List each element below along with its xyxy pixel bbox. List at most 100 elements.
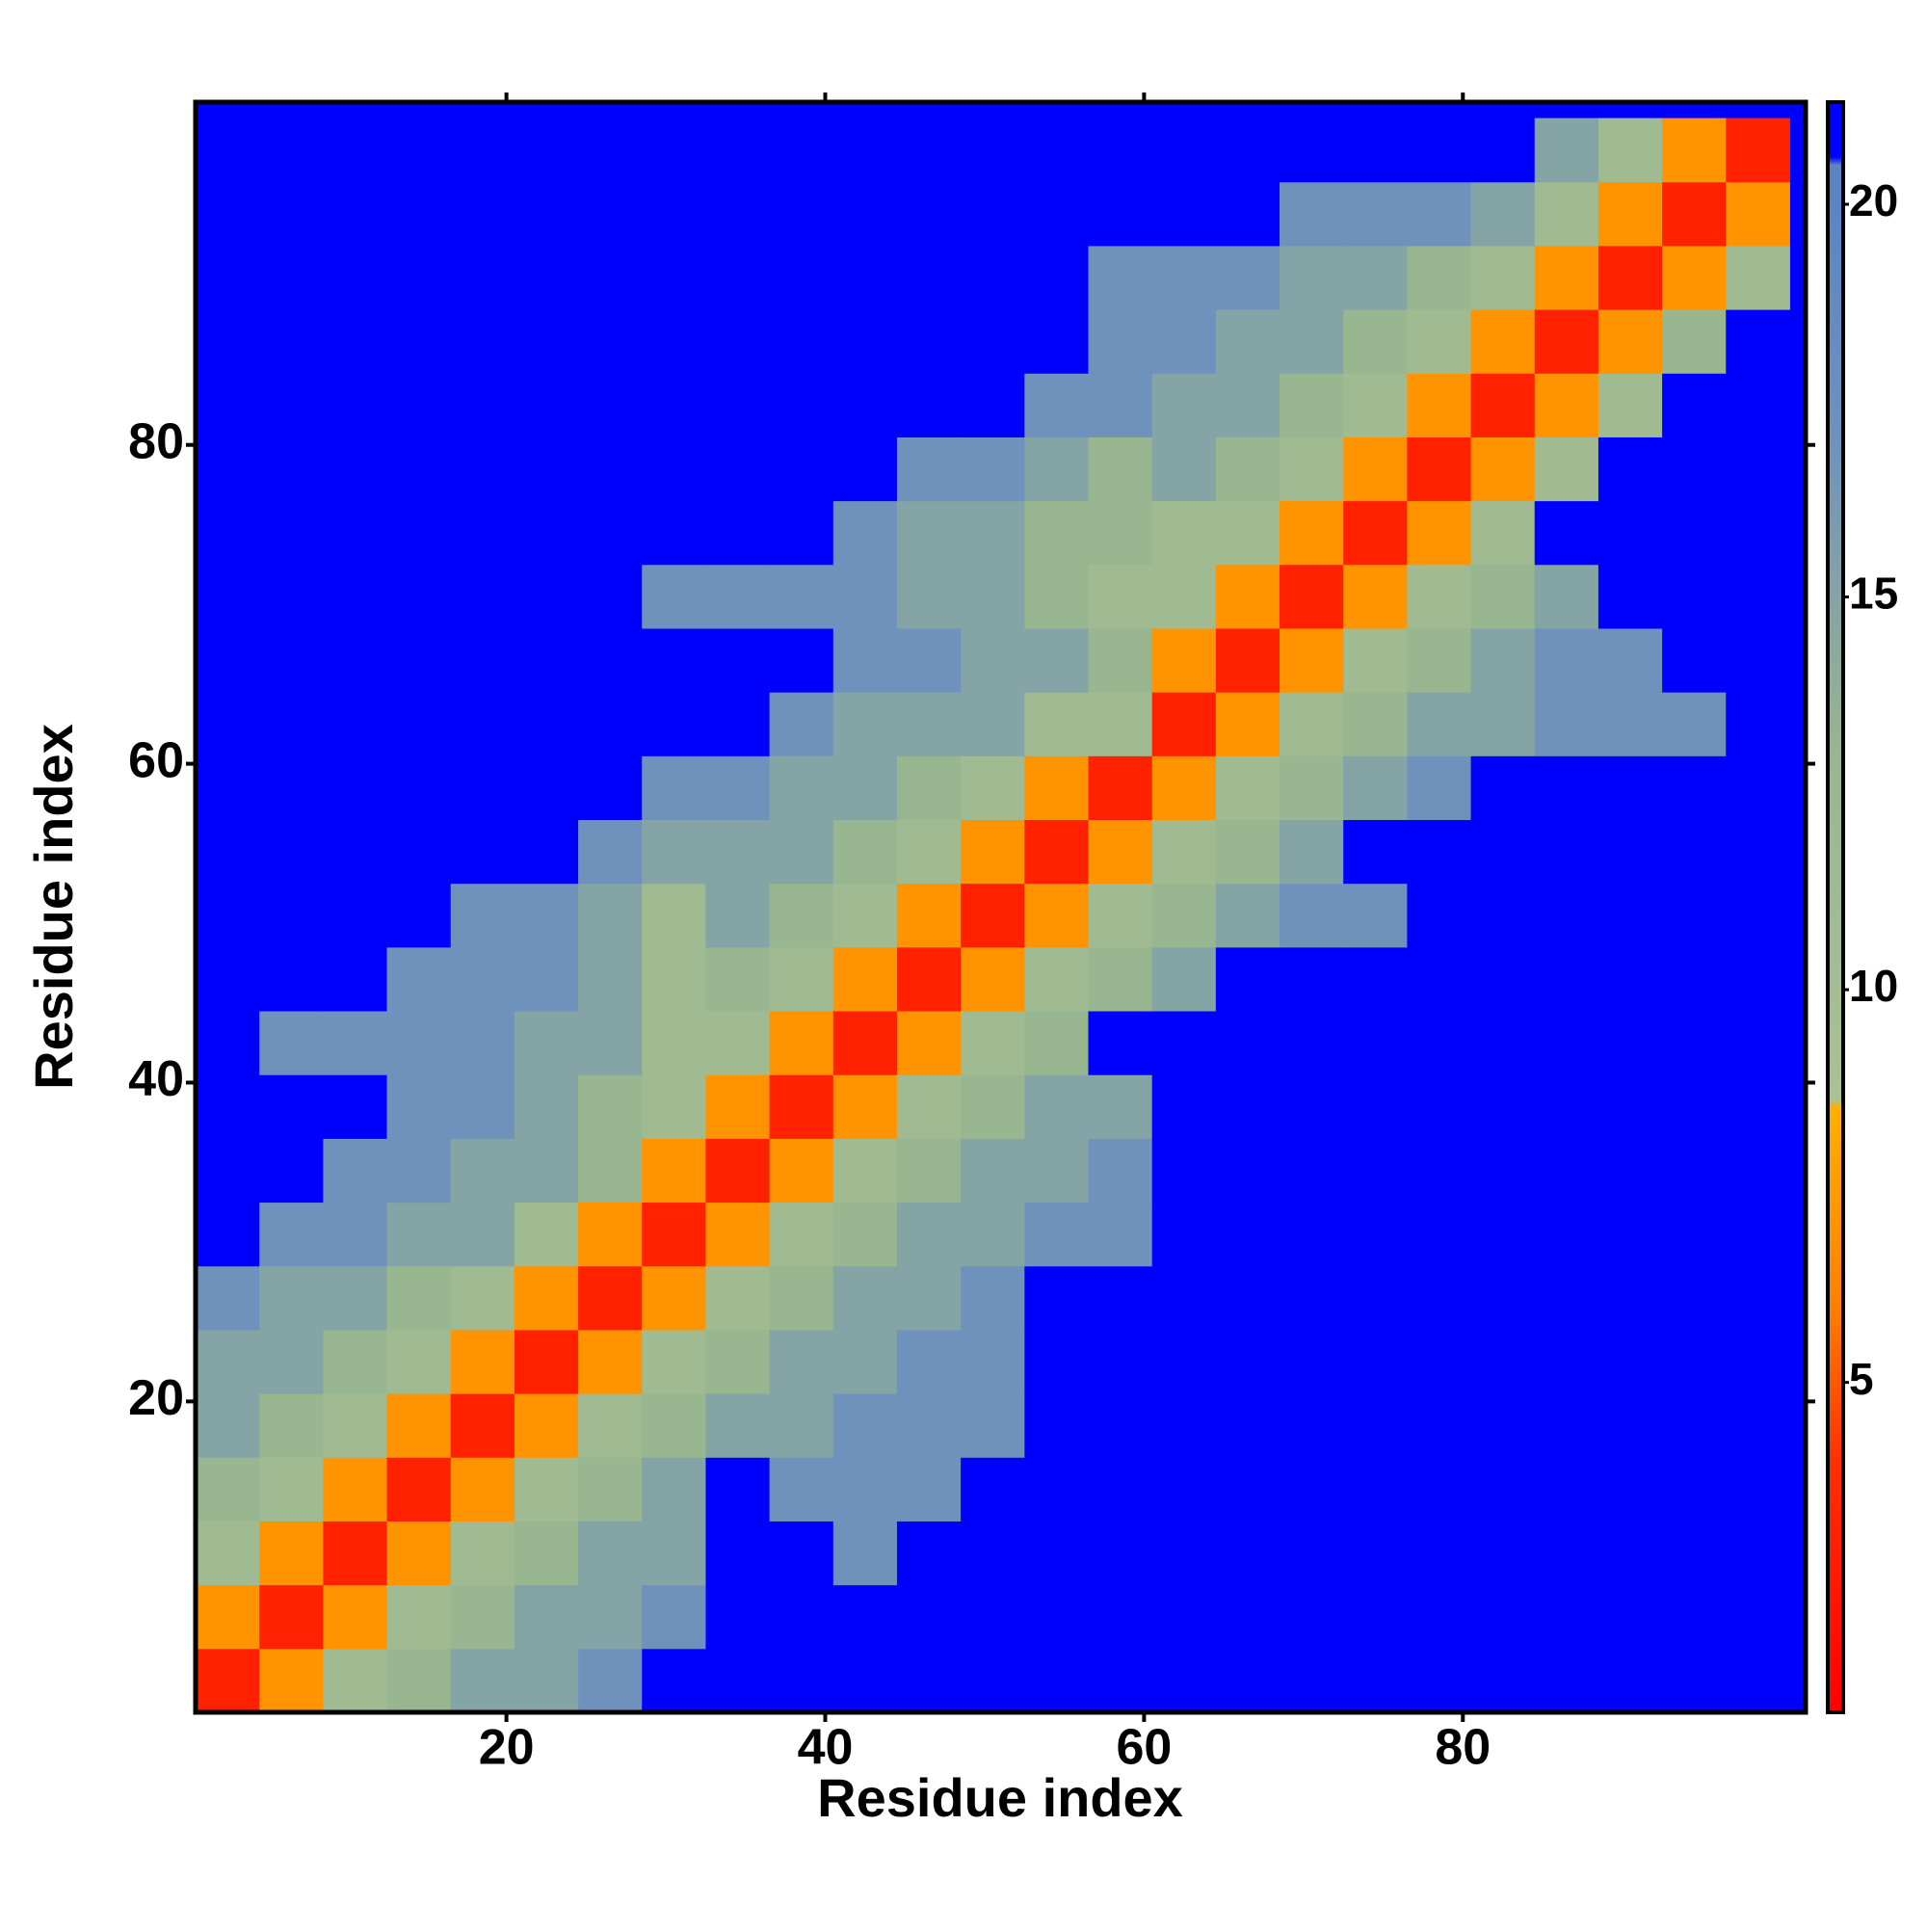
heatmap-cell	[896, 1457, 962, 1522]
heatmap-cell	[1215, 1138, 1280, 1204]
heatmap-cell	[1088, 1138, 1153, 1204]
heatmap-cell	[386, 1138, 452, 1204]
heatmap-cell	[1280, 373, 1344, 437]
heatmap-cell	[1662, 437, 1727, 502]
heatmap-cell	[259, 755, 324, 821]
heatmap-cell	[642, 1648, 706, 1713]
heatmap-cell	[1215, 309, 1280, 374]
heatmap-cell	[769, 1074, 834, 1139]
heatmap-cell	[1407, 1011, 1472, 1075]
heatmap-cell	[1470, 1265, 1536, 1331]
colorbar-tick-label: 10	[1849, 961, 1898, 1011]
heatmap-cell	[1024, 755, 1089, 821]
heatmap-cell	[1343, 1202, 1408, 1267]
heatmap-cell	[769, 309, 834, 374]
heatmap-cell	[1662, 1521, 1727, 1586]
heatmap-cell	[642, 1393, 706, 1458]
heatmap-cell	[386, 755, 452, 821]
heatmap-cell	[1215, 500, 1280, 566]
heatmap-cell	[896, 1393, 962, 1458]
heatmap-cell	[323, 755, 388, 821]
heatmap-cell	[1024, 1393, 1089, 1458]
heatmap-cell	[1407, 946, 1472, 1012]
heatmap-cell	[896, 1074, 962, 1139]
heatmap-cell	[1534, 373, 1599, 437]
heatmap-cell	[259, 1457, 324, 1522]
heatmap-cell	[323, 946, 388, 1012]
heatmap-cell	[1470, 500, 1536, 566]
heatmap-cell	[769, 946, 834, 1012]
heatmap-cell	[642, 500, 706, 566]
heatmap-cell	[514, 373, 579, 437]
heatmap-cell	[386, 245, 452, 310]
heatmap-cell	[1215, 245, 1280, 310]
heatmap-cell	[1726, 181, 1790, 247]
heatmap-cell	[323, 500, 388, 566]
heatmap-cell	[642, 627, 706, 693]
heatmap-cell	[1343, 181, 1408, 247]
heatmap-cell	[259, 883, 324, 948]
heatmap-cell	[1470, 1074, 1536, 1139]
heatmap-cell	[1088, 118, 1153, 183]
heatmap-cell	[1407, 437, 1472, 502]
heatmap-cell	[1534, 1584, 1599, 1650]
heatmap-cell	[578, 946, 643, 1012]
plot-frame	[193, 99, 1808, 1715]
heatmap-cell	[1024, 1584, 1089, 1650]
heatmap-cell	[1088, 1329, 1153, 1394]
heatmap-cell	[1470, 1393, 1536, 1458]
heatmap-cell	[1024, 1521, 1089, 1586]
heatmap-cell	[1024, 946, 1089, 1012]
heatmap-cell	[1151, 564, 1217, 629]
heatmap-cell	[196, 1202, 260, 1267]
heatmap-cell	[1597, 1011, 1663, 1075]
heatmap-cell	[1215, 692, 1280, 756]
heatmap-cell	[578, 1584, 643, 1650]
heatmap-cell	[1024, 500, 1089, 566]
heatmap-cell	[323, 627, 388, 693]
heatmap-cell	[642, 309, 706, 374]
heatmap-cell	[1088, 755, 1153, 821]
heatmap-cell	[1726, 437, 1790, 502]
heatmap-cell	[705, 1521, 771, 1586]
heatmap-cell	[961, 1457, 1025, 1522]
heatmap-cell	[961, 1011, 1025, 1075]
heatmap-cell	[1726, 1393, 1790, 1458]
heatmap-cell	[386, 437, 452, 502]
heatmap-cell	[1215, 1648, 1280, 1713]
heatmap-cell	[961, 1202, 1025, 1267]
heatmap-cell	[386, 883, 452, 948]
heatmap-cell	[769, 373, 834, 437]
heatmap-cell	[1024, 1457, 1089, 1522]
heatmap-cell	[514, 1648, 579, 1713]
heatmap-cell	[769, 1457, 834, 1522]
heatmap-cell	[1024, 627, 1089, 693]
heatmap-cell	[1597, 437, 1663, 502]
heatmap-cell	[769, 1202, 834, 1267]
heatmap-cell	[259, 1202, 324, 1267]
heatmap-cell	[578, 1011, 643, 1075]
heatmap-cell	[705, 1329, 771, 1394]
heatmap-cell	[1088, 181, 1153, 247]
heatmap-cell	[450, 118, 515, 183]
heatmap-cell	[961, 819, 1025, 885]
heatmap-cell	[1726, 1011, 1790, 1075]
heatmap-cell	[1726, 564, 1790, 629]
heatmap-cell	[961, 309, 1025, 374]
heatmap-cell	[1024, 1648, 1089, 1713]
heatmap-cell	[1215, 1202, 1280, 1267]
heatmap-cell	[961, 1584, 1025, 1650]
heatmap-cell	[1215, 373, 1280, 437]
heatmap-cell	[1151, 883, 1217, 948]
heatmap-cell	[1024, 373, 1089, 437]
heatmap-cell	[1088, 819, 1153, 885]
heatmap-cell	[1470, 946, 1536, 1012]
heatmap-cell	[1470, 437, 1536, 502]
heatmap-cell	[259, 1521, 324, 1586]
heatmap-cell	[1726, 1521, 1790, 1586]
heatmap-cell	[769, 1329, 834, 1394]
heatmap-cell	[1088, 1074, 1153, 1139]
heatmap-cell	[769, 245, 834, 310]
heatmap-cell	[1343, 627, 1408, 693]
